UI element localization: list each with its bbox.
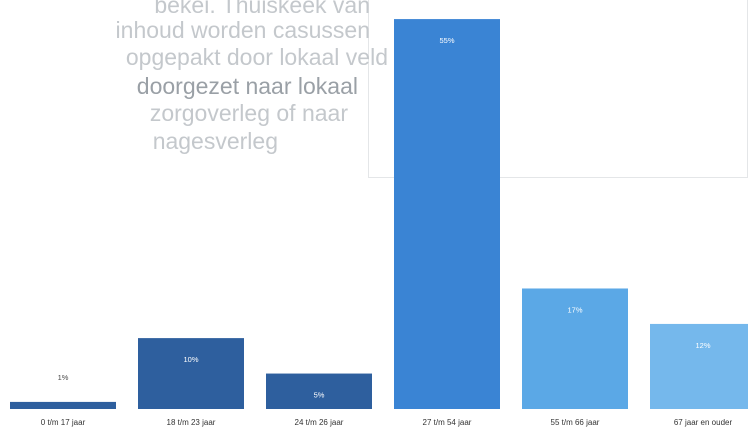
category-label-1: 18 t/m 23 jaar xyxy=(167,418,216,427)
bar-5 xyxy=(650,323,748,409)
data-label-5: 12% xyxy=(695,341,710,350)
data-label-0: 1% xyxy=(58,373,69,382)
bar-4 xyxy=(522,288,628,409)
category-label-3: 27 t/m 54 jaar xyxy=(423,418,472,427)
category-label-4: 55 t/m 66 jaar xyxy=(551,418,600,427)
data-label-4: 17% xyxy=(567,305,582,314)
bar-1 xyxy=(138,338,244,409)
bar-0 xyxy=(10,401,116,409)
data-label-1: 10% xyxy=(183,355,198,364)
bar-3 xyxy=(394,19,500,409)
data-label-3: 55% xyxy=(439,36,454,45)
data-label-2: 5% xyxy=(314,391,325,400)
category-label-0: 0 t/m 17 jaar xyxy=(41,418,86,427)
category-label-2: 24 t/m 26 jaar xyxy=(295,418,344,427)
bar-2 xyxy=(266,373,372,409)
category-label-5: 67 jaar en ouder xyxy=(674,418,733,427)
